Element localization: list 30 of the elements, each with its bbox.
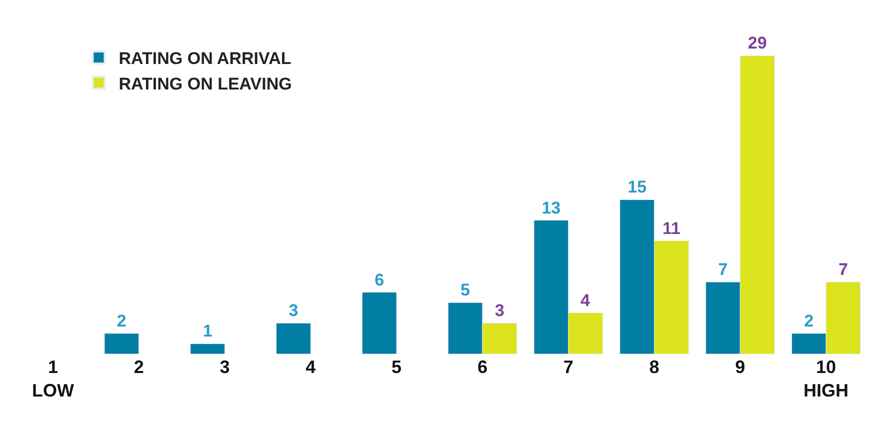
x-tick-label: 7 — [563, 357, 574, 377]
data-label: 7 — [838, 260, 848, 279]
data-label: 7 — [718, 260, 728, 279]
x-tick-label: 1 LOW — [32, 357, 74, 400]
data-label: 1 — [202, 322, 212, 341]
bar — [104, 333, 140, 354]
data-label: 11 — [662, 218, 680, 238]
legend-label: RATING ON LEAVING — [118, 74, 292, 94]
data-label: 2 — [116, 311, 126, 330]
bar — [190, 343, 225, 354]
x-tick-label: 3 — [220, 357, 230, 377]
x-tick-label: 8 — [649, 357, 660, 377]
x-tick-label: 5 — [392, 357, 402, 377]
data-label: 4 — [580, 290, 591, 310]
data-label: 2 — [804, 311, 814, 330]
data-label: 15 — [628, 178, 647, 197]
data-label: 3 — [288, 301, 298, 320]
data-label: 5 — [460, 280, 470, 300]
x-tick-label: 10 HIGH — [804, 357, 849, 400]
legend-label: RATING ON ARRIVAL — [118, 49, 292, 68]
data-label: 29 — [748, 34, 767, 53]
bar — [362, 292, 397, 354]
data-label: 13 — [542, 198, 561, 218]
data-label: 3 — [494, 301, 504, 320]
data-label: 6 — [374, 270, 384, 290]
x-tick-label: 2 — [134, 357, 144, 377]
x-tick-label: 6 — [477, 357, 488, 377]
x-tick-label: 4 — [306, 357, 316, 377]
x-tick-label: 9 — [735, 357, 746, 377]
bar — [276, 322, 311, 354]
